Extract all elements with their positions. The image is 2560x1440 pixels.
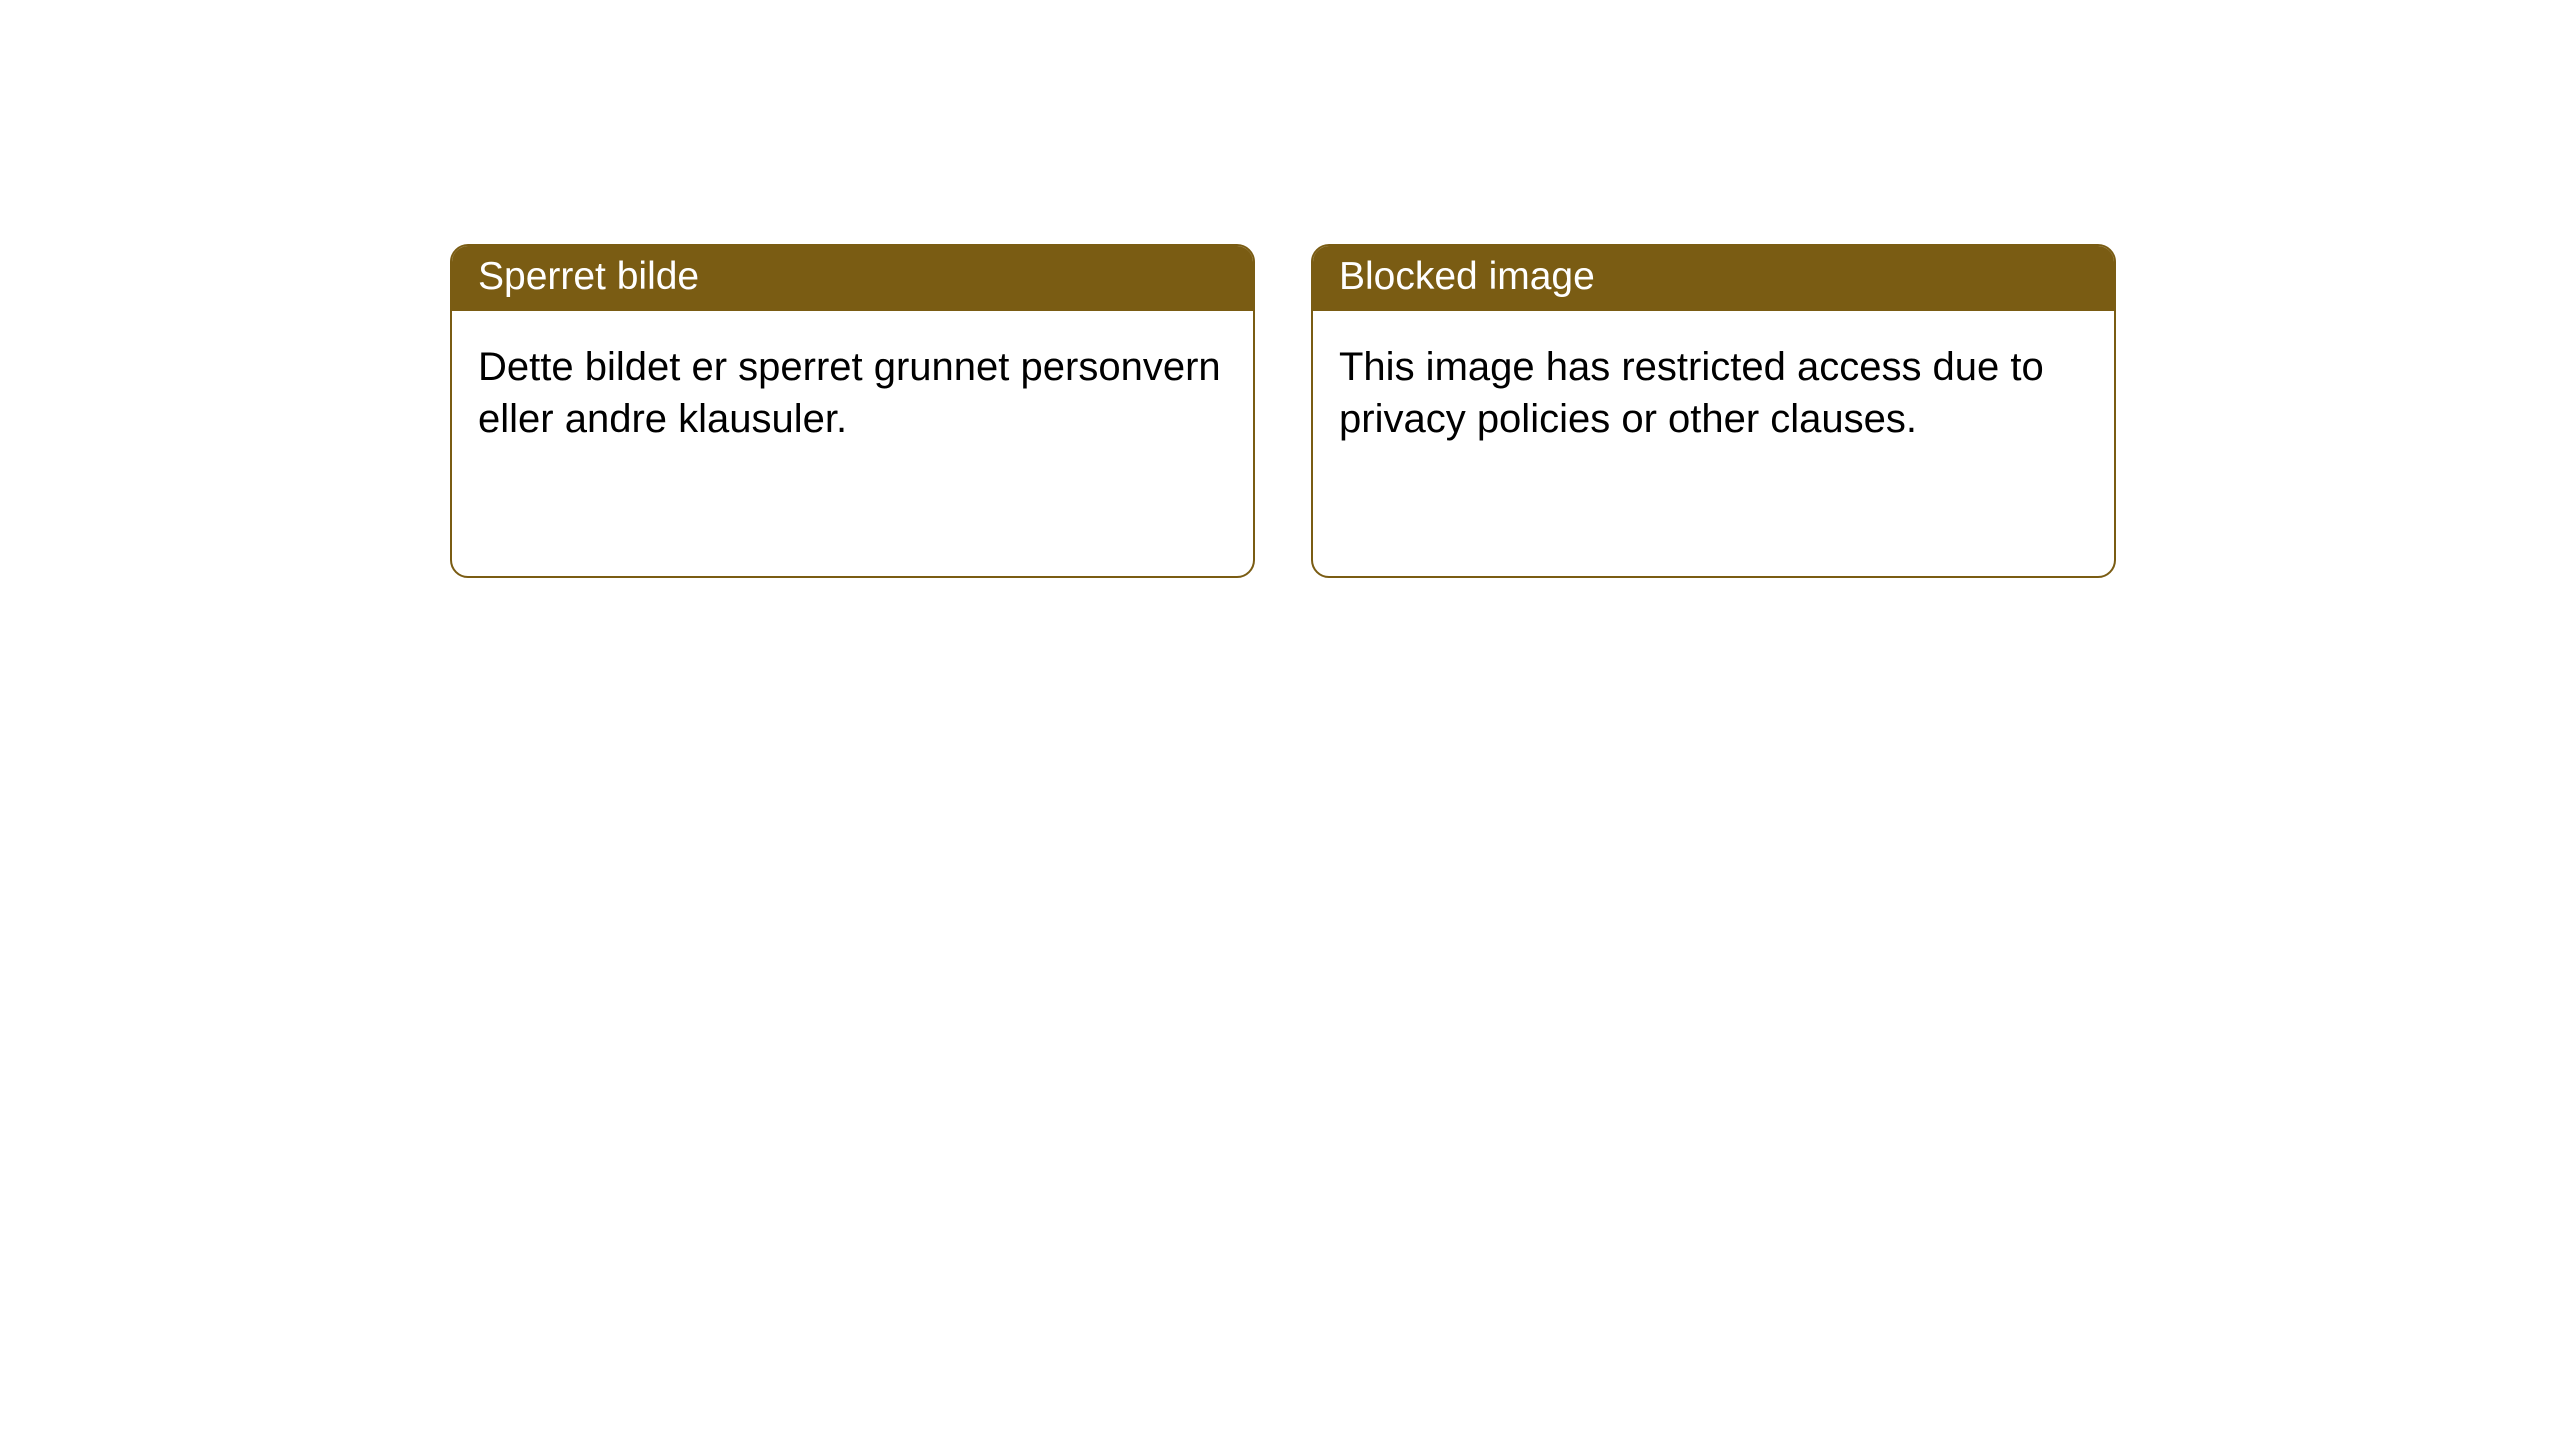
notice-header: Blocked image: [1313, 246, 2114, 311]
notice-container: Sperret bilde Dette bildet er sperret gr…: [0, 0, 2560, 578]
notice-body: Dette bildet er sperret grunnet personve…: [452, 311, 1253, 475]
notice-card-english: Blocked image This image has restricted …: [1311, 244, 2116, 578]
notice-header: Sperret bilde: [452, 246, 1253, 311]
notice-body: This image has restricted access due to …: [1313, 311, 2114, 475]
notice-card-norwegian: Sperret bilde Dette bildet er sperret gr…: [450, 244, 1255, 578]
